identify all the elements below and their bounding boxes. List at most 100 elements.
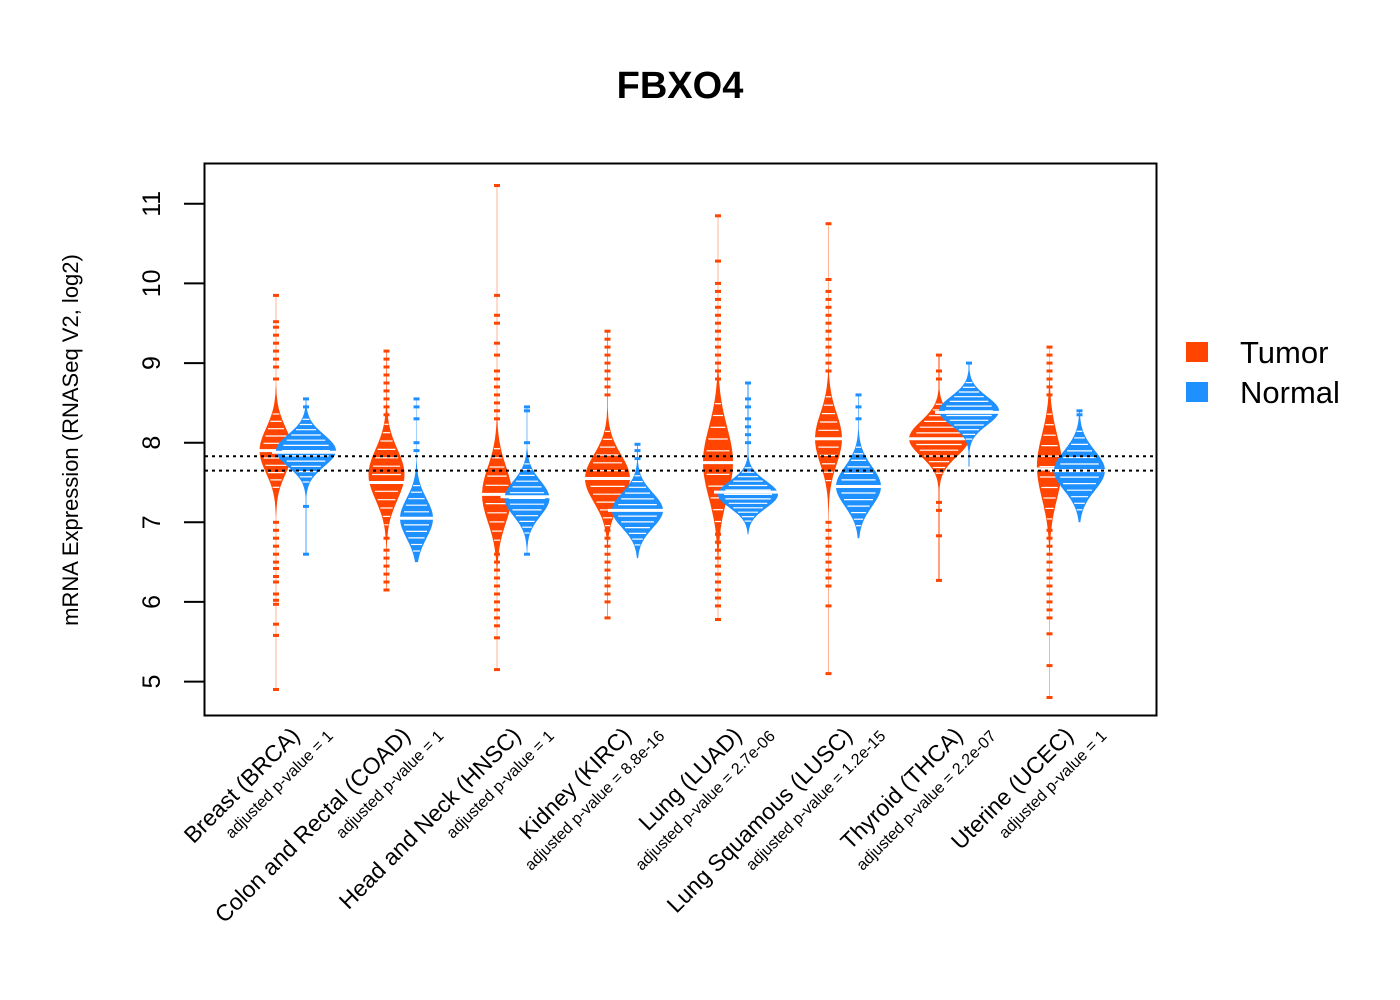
tumor-outlier-0 <box>273 633 279 637</box>
tumor-outlier-3 <box>604 353 611 357</box>
tumor-bean-7 <box>1032 345 1067 699</box>
tumor-outlier-5 <box>825 289 832 293</box>
normal-outlier-6 <box>966 361 972 365</box>
tumor-outlier-4 <box>715 580 721 584</box>
tumor-outlier-2 <box>494 624 500 628</box>
tumor-outlier-4 <box>715 214 721 218</box>
tumor-outlier-2 <box>494 560 500 564</box>
tumor-outlier-5 <box>825 369 832 373</box>
tumor-outlier-4 <box>715 329 721 333</box>
tumor-outlier-0 <box>273 536 279 540</box>
tumor-outlier-5 <box>825 672 832 676</box>
normal-outlier-4 <box>745 425 751 429</box>
legend-swatch-normal <box>1186 382 1208 402</box>
tumor-outlier-2 <box>494 636 500 640</box>
tumor-outlier-4 <box>715 369 721 373</box>
normal-outlier-0 <box>303 504 309 508</box>
reference-lines <box>205 455 1156 472</box>
normal-outlier-4 <box>745 441 751 445</box>
tumor-outlier-0 <box>273 293 279 297</box>
tumor-outlier-4 <box>715 297 721 301</box>
category-group-6 <box>905 353 1003 582</box>
category-group-5 <box>811 222 885 676</box>
tumor-outlier-4 <box>715 532 721 536</box>
tumor-outlier-2 <box>494 401 500 405</box>
tumor-outlier-3 <box>604 544 611 548</box>
tumor-outlier-4 <box>715 377 721 381</box>
normal-outlier-3 <box>634 449 641 453</box>
tumor-outlier-2 <box>494 417 500 421</box>
tumor-outlier-2 <box>494 584 500 588</box>
y-tick-label-5: 10 <box>138 269 166 297</box>
tumor-outlier-2 <box>494 313 500 317</box>
normal-outlier-0 <box>303 397 309 401</box>
tumor-outlier-0 <box>273 349 279 353</box>
tumor-outlier-4 <box>715 596 721 600</box>
tumor-bean-3 <box>581 329 634 620</box>
tumor-outlier-0 <box>273 520 279 524</box>
normal-outlier-0 <box>303 405 309 409</box>
tumor-outlier-7 <box>1046 568 1053 572</box>
tumor-outlier-6 <box>936 534 942 538</box>
tumor-violin-5 <box>815 223 842 674</box>
tumor-outlier-2 <box>494 369 500 373</box>
tumor-outlier-4 <box>715 361 721 365</box>
tumor-outlier-5 <box>825 305 832 309</box>
tumor-outlier-5 <box>825 313 832 317</box>
tumor-outlier-2 <box>494 184 500 187</box>
tumor-outlier-4 <box>715 289 721 293</box>
normal-outlier-5 <box>855 417 862 421</box>
tumor-outlier-5 <box>825 536 832 540</box>
tumor-outlier-3 <box>604 584 611 588</box>
tumor-outlier-1 <box>383 536 390 540</box>
tumor-outlier-4 <box>715 345 721 349</box>
tumor-outlier-5 <box>825 353 832 357</box>
normal-outlier-1 <box>413 417 420 421</box>
tumor-outlier-4 <box>715 305 721 309</box>
legend-swatch-tumor <box>1186 342 1208 362</box>
tumor-outlier-7 <box>1046 600 1053 604</box>
tumor-outlier-2 <box>494 592 500 596</box>
tumor-outlier-2 <box>494 293 500 297</box>
tumor-violin-7 <box>1036 347 1063 698</box>
tumor-outlier-4 <box>715 572 721 576</box>
tumor-outlier-7 <box>1046 696 1053 699</box>
y-tick-label-3: 8 <box>138 436 166 450</box>
category-group-4 <box>699 214 782 621</box>
tumor-outlier-1 <box>383 413 390 417</box>
category-group-7 <box>1032 345 1109 699</box>
tumor-outlier-4 <box>715 281 721 285</box>
tumor-bean-0 <box>255 293 297 691</box>
normal-outlier-0 <box>303 552 309 556</box>
tumor-outlier-0 <box>273 333 279 337</box>
tumor-outlier-4 <box>715 313 721 317</box>
tumor-outlier-1 <box>383 572 390 576</box>
tumor-violin-3 <box>585 331 630 618</box>
normal-violin-3 <box>612 444 663 559</box>
y-tick-label-1: 6 <box>138 595 166 609</box>
tumor-violin-0 <box>259 295 293 690</box>
tumor-outlier-2 <box>494 321 500 325</box>
tumor-outlier-7 <box>1046 536 1053 540</box>
normal-outlier-7 <box>1076 409 1083 413</box>
normal-bean-6 <box>935 361 1003 467</box>
tumor-outlier-3 <box>604 393 611 397</box>
tumor-outlier-0 <box>273 567 279 570</box>
tumor-outlier-1 <box>383 588 390 592</box>
tumor-outlier-4 <box>715 540 721 544</box>
tumor-outlier-0 <box>273 552 279 556</box>
tumor-bean-2 <box>478 184 516 672</box>
category-group-3 <box>581 329 667 620</box>
beans-layer <box>255 184 1109 699</box>
tumor-outlier-7 <box>1046 345 1053 349</box>
tumor-outlier-6 <box>936 377 942 381</box>
tumor-outlier-7 <box>1046 544 1053 548</box>
normal-outlier-4 <box>745 405 751 409</box>
tumor-outlier-4 <box>715 588 721 592</box>
normal-outlier-4 <box>745 433 751 437</box>
tumor-outlier-0 <box>273 320 279 324</box>
tumor-outlier-3 <box>604 377 611 381</box>
normal-outlier-2 <box>524 441 530 445</box>
tumor-outlier-5 <box>825 552 832 556</box>
